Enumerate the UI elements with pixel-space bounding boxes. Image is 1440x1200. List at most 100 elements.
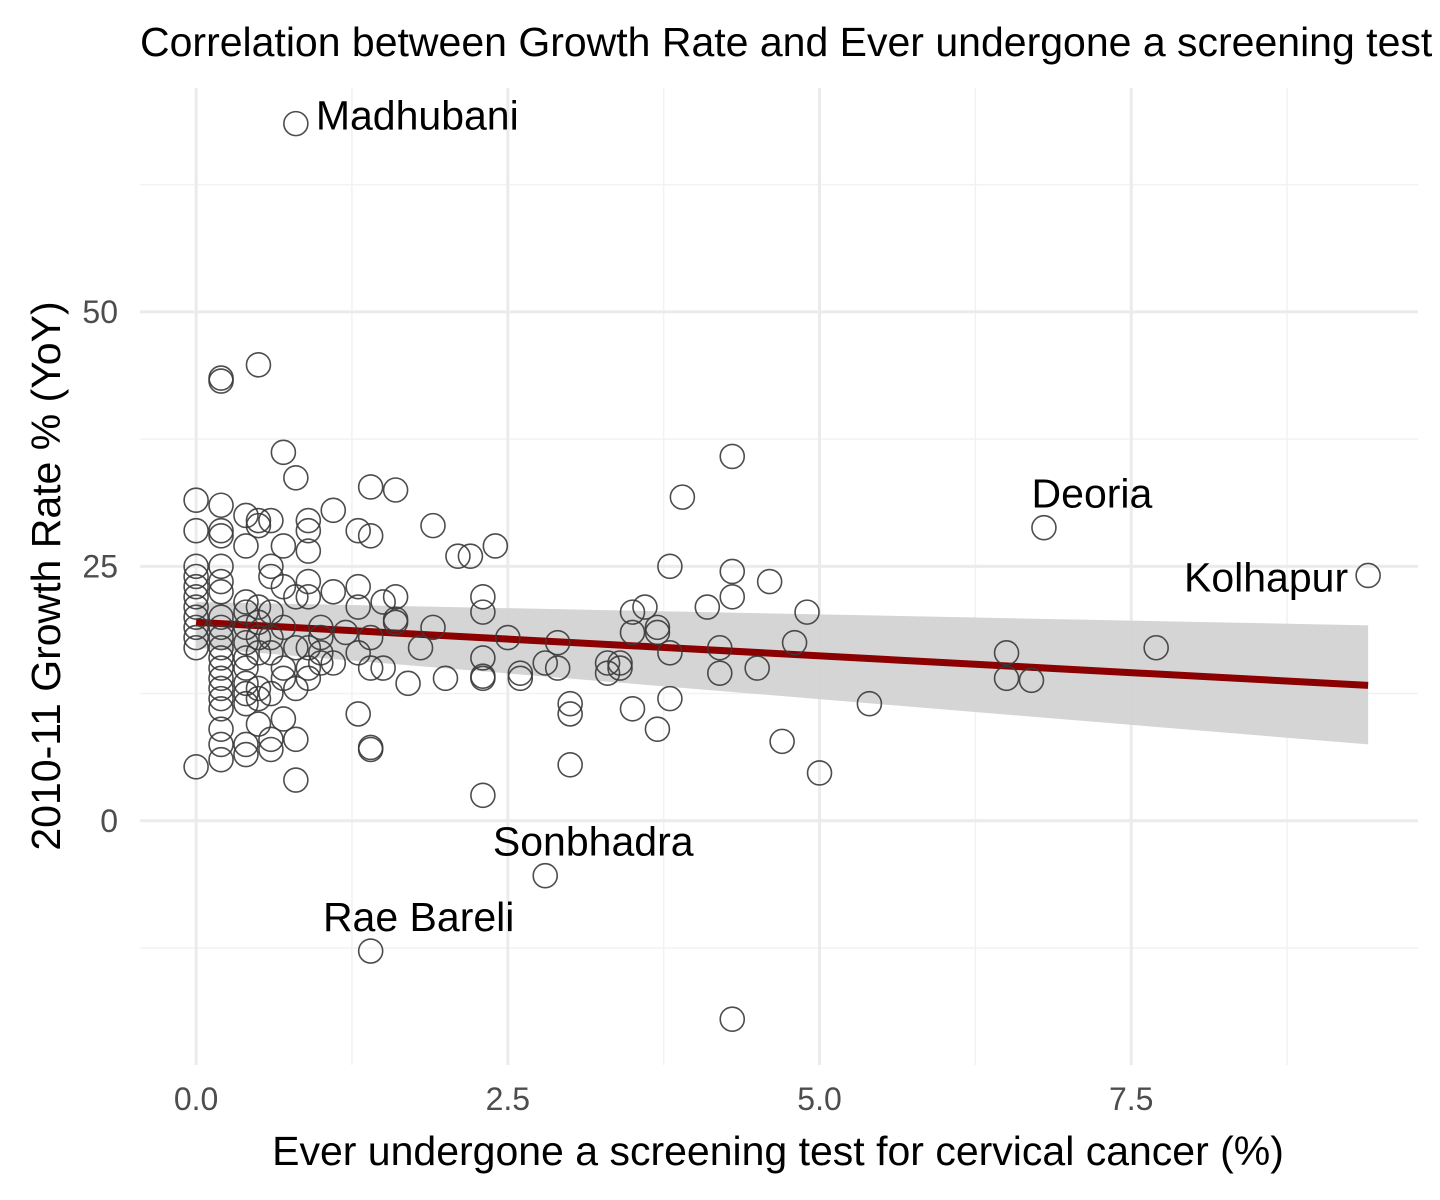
data-point (208, 578, 234, 605)
data-point (619, 599, 646, 625)
data-point (208, 614, 234, 641)
data-point (420, 512, 446, 539)
data-point (806, 760, 833, 786)
data-point (619, 696, 646, 722)
data-point (283, 767, 309, 793)
x-axis-ticks: 0.0 2.5 5.0 7.5 (174, 1081, 1154, 1117)
data-point (245, 624, 272, 651)
data-point (756, 568, 783, 595)
data-point (657, 640, 683, 666)
data-point (208, 731, 234, 758)
data-point (769, 728, 795, 755)
x-tick-label: 7.5 (1109, 1081, 1153, 1117)
data-point (395, 670, 421, 697)
data-point (245, 640, 272, 666)
data-point (345, 594, 371, 620)
data-point (382, 609, 409, 636)
data-point (295, 568, 322, 595)
data-point (345, 517, 371, 544)
data-point (295, 665, 322, 692)
data-point (432, 665, 459, 692)
y-tick-label: 25 (82, 548, 118, 584)
points-group (183, 110, 1381, 1033)
data-point (258, 553, 284, 580)
data-point (270, 533, 297, 559)
data-point (632, 594, 658, 620)
data-point (644, 614, 671, 641)
data-point (183, 573, 209, 600)
data-point (669, 484, 696, 510)
data-point (283, 584, 309, 610)
data-point (183, 517, 209, 544)
data-point (370, 589, 396, 615)
data-point (532, 862, 559, 889)
data-point (470, 782, 496, 809)
data-point (719, 1006, 746, 1033)
data-point (183, 614, 209, 641)
data-point (357, 938, 384, 964)
data-point (644, 619, 671, 646)
data-point (183, 624, 209, 651)
annotations-group: Madhubani Deoria Kolhapur Sonbhadra Rae Bare… (316, 93, 1348, 940)
data-point (245, 594, 272, 620)
y-axis-label: 2010-11 Growth Rate % (YoY) (23, 301, 69, 850)
data-point (208, 568, 234, 595)
data-point (258, 507, 284, 534)
data-point (233, 589, 259, 615)
data-point (258, 640, 284, 666)
data-point (544, 629, 571, 656)
data-point (233, 741, 259, 768)
data-point (557, 690, 583, 717)
data-point (208, 675, 234, 702)
data-point (245, 507, 272, 534)
data-point (295, 538, 322, 564)
data-point (208, 553, 234, 580)
data-point (270, 439, 297, 466)
data-point (357, 522, 384, 549)
data-point (208, 517, 234, 544)
data-point (283, 726, 309, 753)
data-point (856, 690, 883, 717)
data-point (233, 533, 259, 559)
data-point (270, 706, 297, 732)
data-point (532, 650, 559, 676)
annotation-label: Kolhapur (1184, 554, 1348, 600)
annotation-label: Deoria (1032, 471, 1153, 517)
data-point (183, 754, 209, 780)
data-point (457, 543, 484, 569)
data-point (283, 634, 309, 661)
data-point (208, 716, 234, 742)
data-point (482, 533, 509, 559)
data-point (208, 645, 234, 671)
data-point (183, 563, 209, 590)
data-point (357, 736, 384, 763)
y-tick-label: 50 (82, 294, 118, 330)
data-point (208, 368, 234, 394)
data-point (183, 487, 209, 513)
data-point (657, 553, 683, 580)
data-point (420, 614, 446, 641)
data-point (245, 711, 272, 737)
data-point (470, 599, 496, 625)
data-point (744, 655, 770, 681)
data-point (295, 584, 322, 610)
data-point (781, 629, 808, 656)
x-axis-label: Ever undergone a screening test for cerv… (272, 1128, 1284, 1174)
data-point (183, 594, 209, 620)
data-point (320, 497, 347, 524)
data-point (245, 512, 272, 539)
data-point (258, 599, 284, 625)
data-point (283, 110, 309, 137)
data-point (594, 650, 621, 676)
data-point (208, 634, 234, 661)
annotation-label: Madhubani (316, 93, 519, 139)
data-point (794, 599, 820, 625)
data-point (345, 573, 371, 600)
annotation-label: Rae Bareli (323, 894, 514, 940)
data-point (470, 584, 496, 610)
data-point (295, 507, 322, 534)
data-point (345, 640, 371, 666)
data-point (208, 624, 234, 651)
data-point (307, 624, 334, 651)
data-point (719, 558, 746, 585)
